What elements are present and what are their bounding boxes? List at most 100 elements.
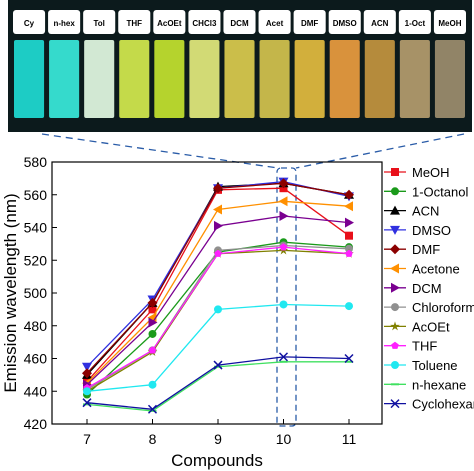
legend-label-1: 1-Octanol — [412, 184, 468, 199]
data-point-9-2 — [214, 249, 222, 257]
legend-marker-5 — [390, 263, 399, 274]
vial-cap-label — [258, 10, 291, 34]
legend-marker-0 — [391, 168, 399, 176]
data-point-9-3 — [279, 243, 288, 251]
vial-label-8: DMF — [301, 19, 318, 28]
vial-cap-label — [118, 10, 151, 34]
legend-label-8: AcOEt — [412, 319, 450, 334]
vial-glow — [294, 40, 325, 118]
series-line-8 — [86, 249, 350, 392]
data-point-10-2 — [214, 305, 222, 314]
y-tick-label: 580 — [24, 154, 48, 170]
y-tick-label: 480 — [24, 318, 48, 334]
legend-marker-1 — [391, 187, 399, 196]
vial-glow — [399, 40, 430, 118]
legend-label-3: DMSO — [412, 223, 451, 238]
data-point-1-1 — [148, 329, 157, 338]
vial-label-0: Cy — [24, 19, 35, 28]
vials-photo: Cy n-hex Tol THF AcOEt CHCl3 DCM Acet DMF DMSO ACN… — [8, 0, 472, 132]
vial-label-9: DMSO — [333, 19, 357, 28]
legend-marker-9 — [391, 341, 399, 349]
vial-glow — [14, 40, 45, 118]
data-point-4-1 — [147, 297, 158, 308]
legend-label-7: Chloroform — [412, 300, 474, 315]
data-point-9-4 — [345, 249, 353, 257]
vial-label-5: CHCl3 — [192, 19, 217, 28]
series-line-1 — [86, 241, 350, 395]
legend-label-0: MeOH — [412, 165, 450, 180]
y-tick-label: 560 — [24, 187, 48, 203]
data-point-4-2 — [213, 183, 223, 194]
legend-marker-6 — [391, 282, 400, 293]
legend-label-5: Acetone — [412, 262, 460, 277]
vial-cap-label — [363, 10, 396, 34]
data-point-10-3 — [279, 300, 288, 309]
x-tick-label: 11 — [342, 431, 357, 447]
data-point-6-2 — [214, 220, 223, 231]
data-point-6-1 — [148, 317, 158, 328]
vial-label-1: n-hex — [53, 19, 75, 28]
data-point-4-0 — [82, 368, 92, 379]
legend-label-2: ACN — [412, 204, 439, 219]
vial-cap-label — [83, 10, 116, 34]
vial-label-6: DCM — [230, 19, 249, 28]
data-point-3-0 — [82, 362, 92, 372]
vial-glow — [154, 40, 185, 118]
data-point-12-2 — [213, 360, 223, 370]
data-point-0-1 — [148, 305, 157, 314]
vial-cap-label — [223, 10, 256, 34]
vial-label-11: 1-Oct — [405, 19, 426, 28]
data-point-4-4 — [344, 189, 354, 200]
legend-label-6: DCM — [412, 281, 442, 296]
vial-glow — [364, 40, 395, 118]
y-tick-label: 460 — [24, 351, 48, 367]
data-point-12-3 — [278, 352, 289, 362]
y-tick-label: 440 — [24, 383, 48, 399]
data-point-4-3 — [278, 178, 289, 189]
data-point-10-4 — [345, 302, 353, 311]
legend-marker-10 — [391, 361, 399, 369]
vial-cap-label — [328, 10, 361, 34]
zoom-line-right — [295, 133, 465, 169]
series-line-11 — [86, 361, 349, 412]
y-tick-label: 420 — [24, 416, 48, 432]
vial-label-12: MeOH — [438, 19, 461, 28]
x-axis-title: Compounds — [171, 451, 263, 470]
data-point-12-1 — [147, 404, 158, 414]
x-tick-label: 10 — [276, 431, 292, 447]
x-tick-label: 7 — [83, 431, 91, 447]
data-point-10-1 — [148, 380, 157, 389]
vial-glow — [119, 40, 150, 118]
vial-label-10: ACN — [371, 19, 389, 28]
legend-marker-8 — [390, 321, 400, 331]
vial-cap-label — [293, 10, 326, 34]
legend-label-12: Cyclohexane — [412, 397, 474, 412]
data-point-10-0 — [83, 387, 91, 396]
legend-marker-7 — [391, 303, 399, 312]
data-point-12-4 — [344, 353, 354, 364]
data-point-9-1 — [148, 346, 157, 354]
y-axis-title: Emission wavelength (nm) — [1, 193, 20, 392]
plot-area — [51, 161, 383, 425]
zoom-line-left — [41, 133, 279, 169]
legend-marker-12 — [390, 399, 400, 409]
vial-glow — [259, 40, 290, 118]
vial-cap-label — [188, 10, 221, 34]
vial-glow — [434, 40, 465, 118]
data-point-5-2 — [213, 204, 222, 215]
series-line-6 — [86, 215, 350, 386]
legend-label-9: THF — [412, 339, 437, 354]
vial-label-3: THF — [126, 19, 142, 28]
legend-label-11: n-hexane — [412, 377, 466, 392]
legend-marker-3 — [390, 225, 400, 235]
vial-label-4: AcOEt — [157, 19, 182, 28]
vial-label-2: Tol — [93, 19, 104, 28]
legend-label-10: Toluene — [412, 358, 458, 373]
legend-label-4: DMF — [412, 242, 440, 257]
data-point-12-0 — [82, 398, 92, 408]
vial-cap-label — [398, 10, 431, 34]
vial-cap-label — [153, 10, 186, 34]
y-tick-label: 540 — [24, 220, 48, 236]
vial-cap-label — [433, 10, 466, 34]
data-point-6-4 — [345, 217, 354, 228]
